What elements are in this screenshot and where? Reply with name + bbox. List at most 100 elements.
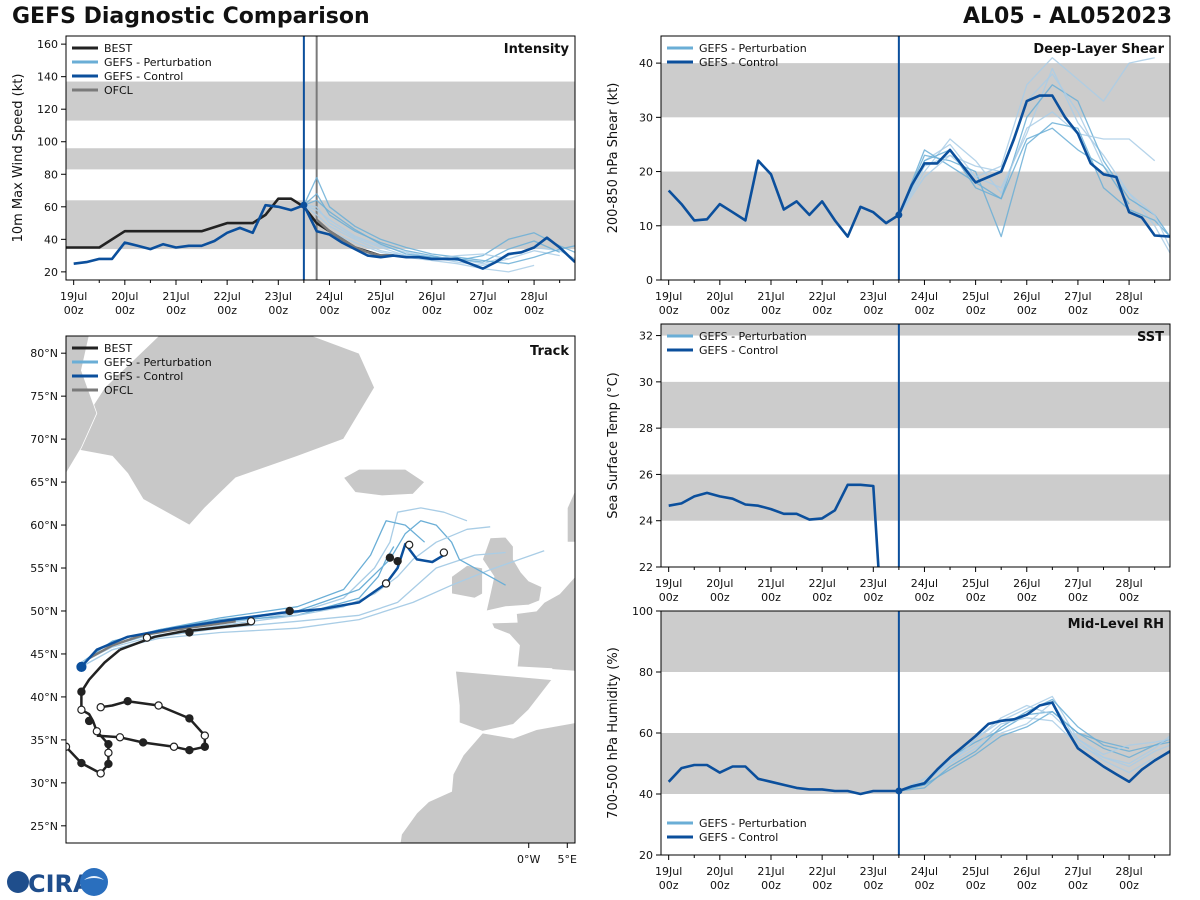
rh-panel: 2040608010019Jul00z20Jul00z21Jul00z22Jul… — [606, 605, 1171, 892]
shear-xtick-hour: 00z — [710, 304, 730, 317]
norway-landmass — [566, 336, 575, 543]
africa-landmass — [399, 722, 575, 843]
rh-init-point — [895, 787, 903, 795]
track-position-marker — [123, 697, 132, 706]
sst-xtick-hour: 00z — [1119, 591, 1139, 604]
track-lat-label: 75°N — [30, 390, 58, 403]
sst-xtick-date: 19Jul — [655, 577, 682, 590]
sst-series-gefs-control — [668, 483, 880, 567]
sst-ytick-label: 28 — [639, 422, 653, 435]
rh-ytick-label: 60 — [639, 727, 653, 740]
rh-series-perturbation — [898, 710, 1130, 792]
rh-xtick-hour: 00z — [1068, 879, 1088, 892]
shear-xtick-date: 21Jul — [757, 290, 784, 303]
intensity-xtick-date: 25Jul — [367, 290, 394, 303]
rh-ytick-label: 100 — [632, 605, 653, 618]
shear-legend-label: GEFS - Control — [699, 56, 778, 69]
intensity-xtick-date: 26Jul — [418, 290, 445, 303]
sst-xtick-hour: 00z — [761, 591, 781, 604]
rh-xtick-date: 21Jul — [757, 865, 784, 878]
track-position-marker — [169, 742, 179, 751]
intensity-ytick-label: 140 — [37, 71, 58, 84]
rh-ytick-label: 80 — [639, 666, 653, 679]
figure-title: GEFS Diagnostic Comparison — [12, 4, 370, 29]
track-position-marker — [200, 742, 210, 751]
intensity-series-perturbation — [303, 204, 509, 260]
shear-xtick-date: 20Jul — [706, 290, 733, 303]
track-series-group — [66, 507, 545, 778]
track-lon-label: 5°E — [558, 853, 577, 866]
intensity-xtick-hour: 00z — [320, 304, 340, 317]
shear-xtick-date: 24Jul — [911, 290, 938, 303]
rh-xtick-date: 19Jul — [655, 865, 682, 878]
track-position-marker — [77, 687, 86, 696]
rh-xtick-hour: 00z — [915, 879, 935, 892]
sst-ytick-label: 26 — [639, 468, 653, 481]
ireland-landmass — [451, 564, 483, 599]
intensity-xtick-date: 19Jul — [60, 290, 87, 303]
sst-legend-label: GEFS - Control — [699, 344, 778, 357]
intensity-legend-label: OFCL — [104, 84, 134, 97]
shear-xtick-date: 25Jul — [962, 290, 989, 303]
shear-xtick-date: 26Jul — [1013, 290, 1040, 303]
intensity-panel: 2040608010012014016019Jul00z20Jul00z21Ju… — [11, 35, 576, 317]
intensity-xtick-hour: 00z — [422, 304, 442, 317]
intensity-series-group — [66, 176, 575, 273]
sst-series-group — [668, 483, 880, 567]
rh-xtick-hour: 00z — [1119, 879, 1139, 892]
shear-ytick-label: 20 — [639, 166, 653, 179]
track-position-marker — [200, 731, 210, 740]
shear-xtick-hour: 00z — [1119, 304, 1139, 317]
track-position-marker — [96, 769, 105, 778]
track-legend-label: GEFS - Perturbation — [104, 356, 212, 369]
rh-xtick-date: 27Jul — [1064, 865, 1091, 878]
sst-xtick-date: 20Jul — [706, 577, 733, 590]
track-position-marker — [138, 738, 148, 747]
shear-legend-label: GEFS - Perturbation — [699, 42, 807, 55]
intensity-xtick-date: 27Jul — [469, 290, 496, 303]
shear-xtick-hour: 00z — [1068, 304, 1088, 317]
intensity-xtick-hour: 00z — [166, 304, 186, 317]
shear-xtick-hour: 00z — [659, 304, 679, 317]
intensity-legend-label: BEST — [104, 42, 132, 55]
shear-series-perturbation — [898, 73, 1170, 248]
track-position-marker — [104, 759, 113, 769]
shear-series-gefs-control — [667, 94, 1170, 238]
rh-ytick-label: 40 — [639, 788, 653, 801]
sst-ytick-label: 32 — [639, 330, 653, 343]
sst-xtick-hour: 00z — [1068, 591, 1088, 604]
intensity-xtick-date: 21Jul — [162, 290, 189, 303]
track-lat-label: 45°N — [30, 648, 58, 661]
track-ofcl-path — [88, 620, 236, 660]
shear-init-point — [895, 211, 903, 219]
rh-xtick-hour: 00z — [710, 879, 730, 892]
logo-badge-icon — [80, 868, 108, 896]
intensity-title: Intensity — [504, 42, 570, 57]
intensity-ytick-label: 160 — [37, 38, 58, 51]
track-lat-label: 65°N — [30, 476, 58, 489]
logo-wing-shape — [84, 876, 104, 880]
track-position-marker — [404, 540, 414, 550]
intensity-frame — [65, 35, 576, 281]
rh-xtick-date: 20Jul — [706, 865, 733, 878]
europe-landmass — [455, 576, 575, 732]
intensity-series-perturbation — [303, 193, 575, 262]
track-title: Track — [530, 344, 569, 359]
track-position-marker — [77, 705, 86, 715]
rh-series-group — [667, 695, 1170, 796]
intensity-xtick-hour: 00z — [217, 304, 237, 317]
track-lat-label: 25°N — [30, 820, 58, 833]
shear-panel: 01020304019Jul00z20Jul00z21Jul00z22Jul00… — [606, 35, 1171, 317]
track-lat-label: 60°N — [30, 519, 58, 532]
shear-xtick-hour: 00z — [1017, 304, 1037, 317]
intensity-series-perturbation — [303, 199, 560, 263]
track-land — [66, 336, 575, 843]
shear-xtick-date: 19Jul — [655, 290, 682, 303]
shear-ylabel: 200-850 hPa Shear (kt) — [606, 83, 621, 234]
shear-ytick-label: 40 — [639, 57, 653, 70]
sst-title: SST — [1137, 330, 1164, 345]
